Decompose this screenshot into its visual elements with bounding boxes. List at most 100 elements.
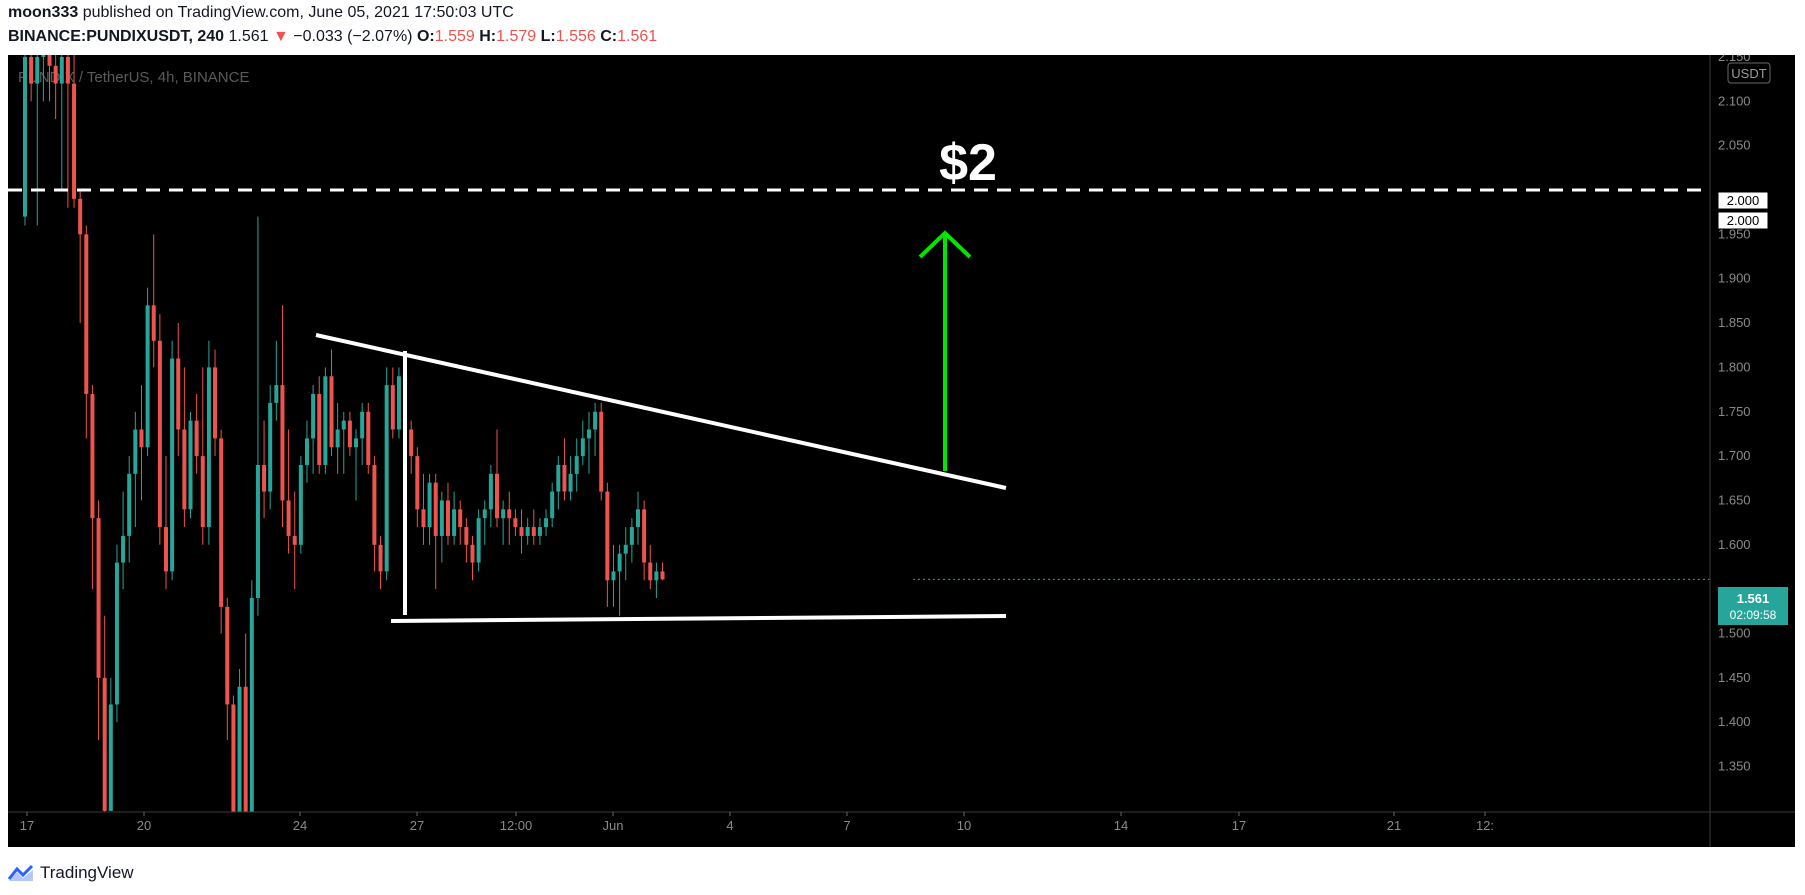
candle (556, 456, 561, 510)
candle (507, 491, 512, 545)
time-tick-label: 17 (20, 818, 34, 833)
candle-body (593, 411, 598, 430)
candle (286, 429, 291, 554)
price-tick-label: 1.500 (1718, 626, 1751, 641)
candle-body (335, 429, 340, 448)
candle-body (476, 518, 481, 563)
time-tick-label: 27 (410, 818, 424, 833)
candle (519, 509, 524, 554)
candle-body (102, 677, 107, 811)
author-name[interactable]: moon333 (8, 4, 79, 21)
candle-body (372, 464, 377, 545)
candle-body (648, 562, 653, 581)
candle (421, 473, 426, 545)
candlestick-chart[interactable]: PUNDIX / TetherUS, 4h, BINANCE 2.1502.10… (8, 49, 1795, 847)
price-tick-label: 1.900 (1718, 271, 1751, 286)
candle (384, 367, 389, 581)
candle (108, 677, 113, 811)
candle-body (366, 411, 371, 465)
candle-body (72, 83, 77, 199)
candle (163, 456, 168, 590)
candle-body (611, 571, 616, 581)
candle (298, 456, 303, 554)
candle-body (660, 571, 665, 580)
candle (452, 491, 457, 545)
candle (605, 482, 610, 607)
candle (360, 402, 365, 465)
candle (59, 55, 64, 190)
candle-body (378, 544, 383, 572)
candle (335, 402, 340, 474)
currency-label: USDT (1731, 66, 1766, 81)
candle (170, 340, 175, 581)
candle-body (396, 376, 401, 430)
candle-body (580, 438, 585, 457)
candle-body (556, 464, 561, 492)
close-label: C: (600, 28, 618, 45)
brand-name[interactable]: TradingView (40, 863, 134, 882)
currency-badge[interactable]: USDT (1727, 62, 1771, 84)
candle (347, 411, 352, 457)
candle (525, 518, 530, 545)
candle-body (311, 394, 316, 439)
candle (304, 420, 309, 483)
candle (660, 562, 665, 581)
candle-body (133, 429, 138, 474)
candle-body (59, 56, 64, 84)
candle (409, 420, 414, 474)
candle-body (507, 509, 512, 519)
candle-body (458, 509, 463, 528)
candle-body (237, 686, 242, 812)
candle (274, 340, 279, 421)
candle-body (23, 56, 27, 217)
candle-body (170, 358, 175, 572)
low-value: 1.556 (555, 28, 596, 45)
candle (445, 482, 450, 545)
chart-area[interactable]: PUNDIX / TetherUS, 4h, BINANCE 2.150 2.10… (8, 49, 1795, 847)
candle (188, 411, 193, 519)
candle-body (439, 500, 444, 536)
candle (84, 225, 89, 439)
time-axis[interactable]: 17 20 24 27 12:00 Jun 4 7 10 14 17 21 12: (20, 812, 1494, 833)
candle-body (145, 305, 150, 448)
time-tick-label: 10 (957, 818, 971, 833)
candle-body (550, 491, 555, 519)
level-tag-lower: 2.000 (1717, 211, 1769, 230)
candle-body (53, 65, 58, 84)
triangle-lower-trendline[interactable] (390, 614, 1007, 623)
candle-body (41, 55, 46, 57)
candle (114, 544, 119, 723)
candle-body (586, 429, 591, 439)
candle (53, 55, 58, 120)
candle (323, 367, 328, 474)
candle (458, 500, 463, 545)
candle-body (654, 571, 659, 581)
candle-body (452, 509, 457, 536)
candle-body (605, 491, 610, 581)
candle (157, 314, 162, 545)
candle-body (108, 704, 113, 811)
candle-body (390, 385, 395, 430)
candle-body (513, 518, 518, 528)
candle-body (519, 527, 524, 536)
candle (231, 695, 236, 812)
candle (127, 456, 132, 563)
candle (311, 385, 316, 474)
candle-body (525, 527, 530, 536)
candle-body (84, 234, 89, 395)
candle-body (317, 394, 322, 465)
tradingview-logo-icon[interactable] (8, 864, 34, 882)
candle-body (537, 527, 542, 536)
candle (531, 509, 536, 545)
candle-body (90, 394, 95, 519)
candle-body (360, 411, 365, 439)
candle (568, 456, 573, 501)
triangle-upper-trendline[interactable] (315, 333, 1007, 490)
time-tick-label: Jun (603, 818, 624, 833)
open-value: 1.559 (434, 28, 475, 45)
candle (513, 509, 518, 536)
candle-body (243, 686, 248, 812)
publish-info: published on TradingView.com, June 05, 2… (82, 4, 514, 21)
candle (495, 429, 500, 528)
candle-body (574, 456, 579, 474)
